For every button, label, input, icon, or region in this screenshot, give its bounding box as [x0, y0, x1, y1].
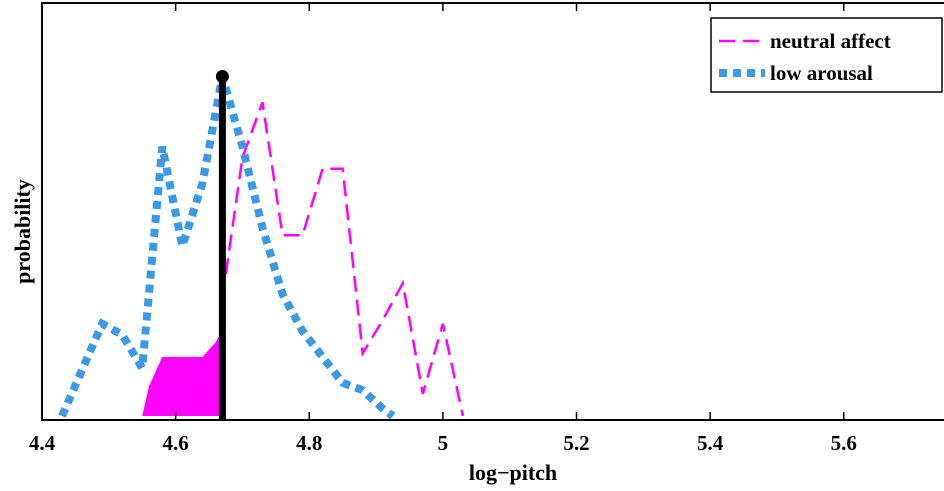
x-axis-label: log−pitch	[469, 460, 557, 485]
legend-label-neutral-affect: neutral affect	[770, 29, 891, 53]
x-tick-label: 4.6	[163, 431, 189, 455]
x-tick-label: 5.2	[563, 431, 589, 455]
legend: neutral affect low arousal	[710, 17, 943, 93]
plot-area-frame	[41, 2, 944, 421]
x-tick-label: 5.6	[831, 431, 857, 455]
legend-frame	[710, 17, 943, 93]
series-line-low-arousal	[58, 75, 396, 420]
legend-label-low-arousal: low arousal	[770, 61, 873, 85]
x-tick-label: 5.4	[697, 431, 724, 455]
x-tick-label: 5	[438, 431, 449, 455]
shaded-region	[142, 323, 226, 416]
series-line-neutral-affect	[221, 101, 465, 417]
y-axis-label: probability	[10, 179, 35, 284]
marker-head	[215, 70, 229, 84]
x-tick-label: 4.4	[29, 431, 56, 455]
x-tick-label: 4.8	[296, 431, 322, 455]
